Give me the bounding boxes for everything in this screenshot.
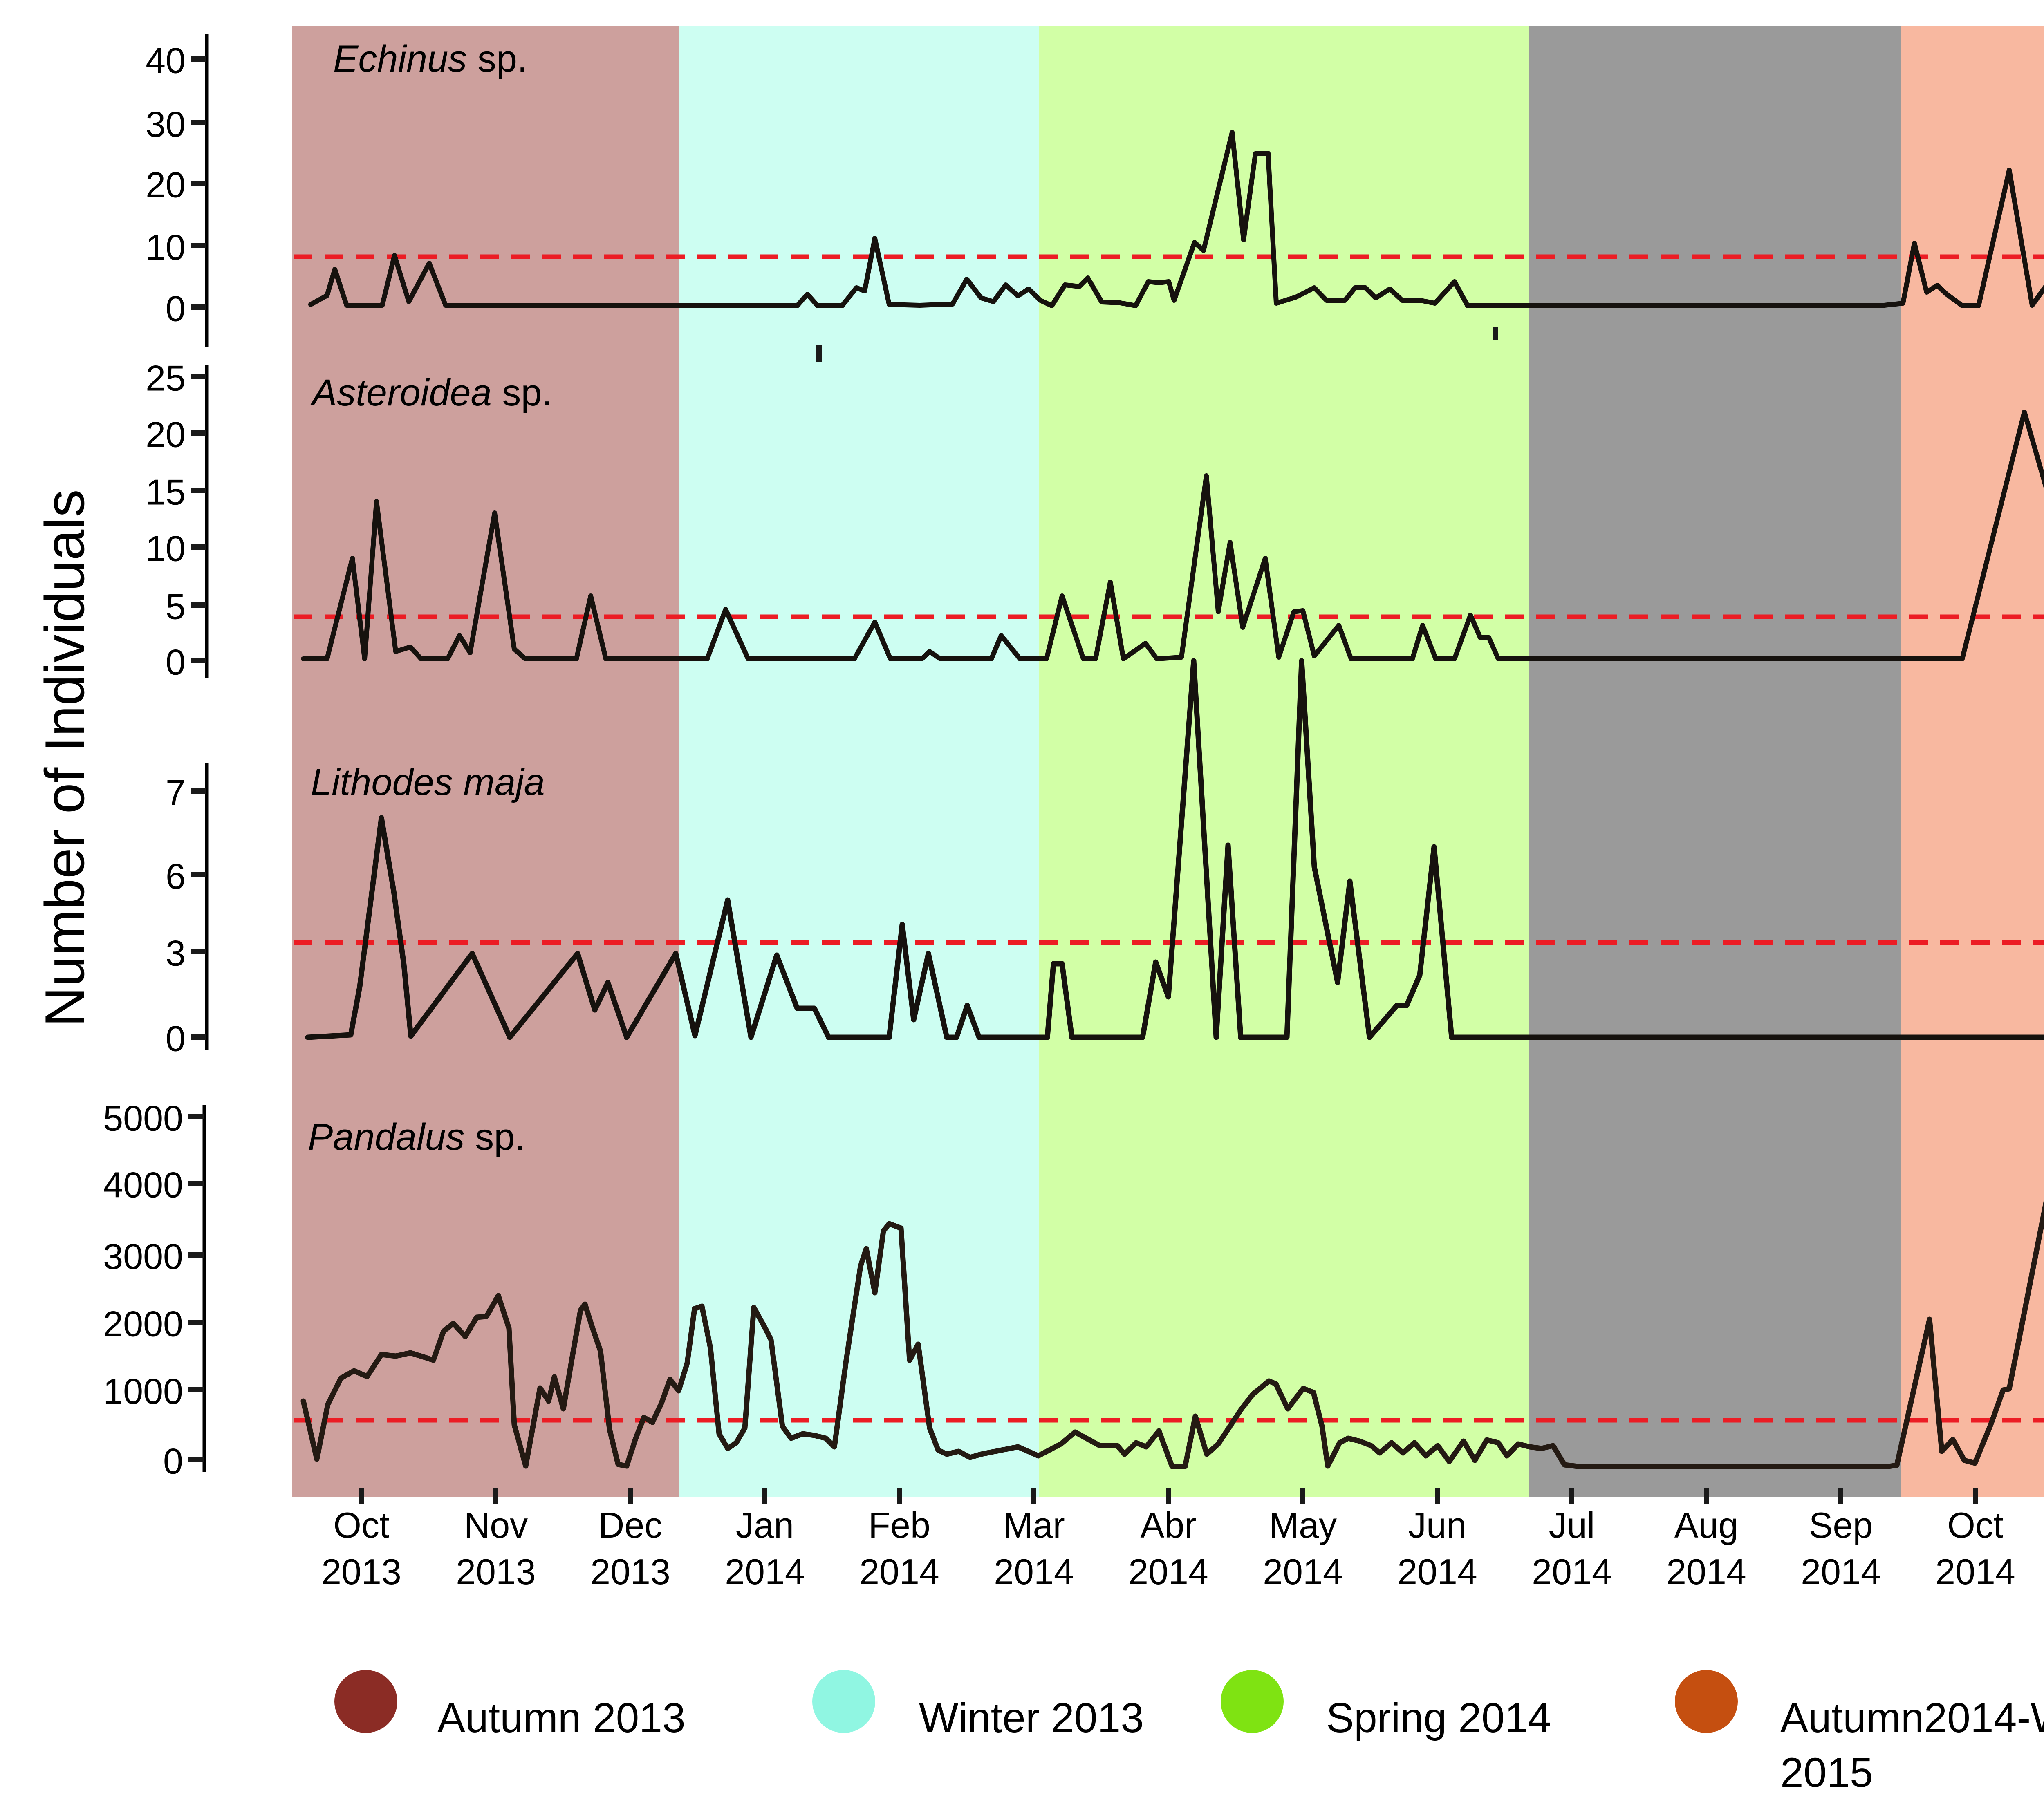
svg-text:2014: 2014 [725,1551,805,1592]
svg-text:2014: 2014 [1397,1551,1477,1592]
svg-text:0: 0 [166,1018,186,1059]
svg-text:0: 0 [166,289,186,329]
svg-text:Lithodes maja: Lithodes maja [311,761,545,803]
svg-text:10: 10 [146,227,186,268]
svg-text:15: 15 [146,472,186,513]
svg-text:20: 20 [146,165,186,205]
svg-text:Pandalus sp.: Pandalus sp. [308,1116,525,1158]
svg-text:25: 25 [146,358,186,398]
svg-text:2014: 2014 [859,1551,939,1592]
svg-text:Jun: Jun [1408,1505,1466,1545]
svg-text:Jul: Jul [1549,1505,1595,1545]
svg-text:3000: 3000 [103,1236,183,1277]
svg-text:Spring 2014: Spring 2014 [1326,1695,1551,1741]
svg-text:Echinus sp.: Echinus sp. [333,38,528,80]
svg-text:2014: 2014 [1666,1551,1746,1592]
svg-text:Abr: Abr [1141,1505,1197,1545]
svg-text:2014: 2014 [1128,1551,1208,1592]
svg-text:2014: 2014 [1263,1551,1343,1592]
svg-text:Oct: Oct [334,1505,390,1545]
svg-text:Winter 2013: Winter 2013 [919,1695,1144,1741]
svg-text:2014: 2014 [1532,1551,1612,1592]
svg-text:2013: 2013 [590,1551,670,1592]
svg-text:2014: 2014 [1935,1551,2015,1592]
svg-text:4000: 4000 [103,1165,183,1205]
svg-text:Feb: Feb [868,1505,930,1545]
svg-text:Asteroidea sp.: Asteroidea sp. [310,372,552,414]
svg-text:Dec: Dec [598,1505,663,1545]
svg-text:Autumn2014-Winter: Autumn2014-Winter [1780,1695,2044,1741]
svg-text:7: 7 [166,772,186,813]
svg-text:Oct: Oct [1948,1505,2004,1545]
svg-text:May: May [1269,1505,1337,1545]
svg-text:0: 0 [166,642,186,683]
svg-text:20: 20 [146,414,186,455]
svg-text:5: 5 [166,586,186,627]
svg-text:2014: 2014 [1801,1551,1881,1592]
svg-text:2014: 2014 [994,1551,1074,1592]
svg-text:1000: 1000 [103,1371,183,1412]
svg-text:2000: 2000 [103,1304,183,1344]
svg-text:10: 10 [146,528,186,569]
svg-text:6: 6 [166,856,186,897]
svg-text:2015: 2015 [1780,1749,1873,1793]
svg-text:40: 40 [146,40,186,81]
svg-text:30: 30 [146,104,186,145]
svg-text:0: 0 [163,1441,183,1482]
svg-text:Mar: Mar [1003,1505,1065,1545]
svg-text:2013: 2013 [321,1551,401,1592]
svg-text:3: 3 [166,933,186,974]
svg-text:Sep: Sep [1809,1505,1873,1545]
svg-text:5000: 5000 [103,1098,183,1139]
svg-text:2013: 2013 [456,1551,536,1592]
svg-text:Jan: Jan [736,1505,794,1545]
svg-text:Autumn 2013: Autumn 2013 [437,1695,686,1741]
svg-text:Nov: Nov [464,1505,528,1545]
svg-text:Aug: Aug [1674,1505,1739,1545]
svg-text:Number of Individuals: Number of Individuals [34,489,96,1027]
